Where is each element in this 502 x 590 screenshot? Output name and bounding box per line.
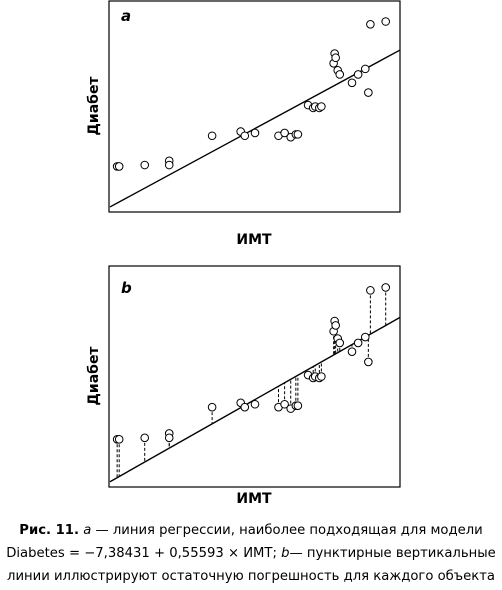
panel-label: a <box>121 7 131 25</box>
data-point <box>347 78 357 88</box>
plot-frame <box>108 0 401 213</box>
data-point <box>250 399 260 409</box>
data-point <box>360 332 370 342</box>
data-point <box>317 372 326 381</box>
data-point <box>353 338 363 348</box>
data-point <box>240 131 250 141</box>
data-point <box>347 347 357 356</box>
data-point <box>140 160 150 170</box>
data-point <box>114 162 124 171</box>
figure-caption: Рис. 11. a — линия регрессии, наиболее п… <box>0 519 502 588</box>
data-point <box>335 338 345 348</box>
data-point <box>164 433 174 443</box>
caption-text: линии иллюстрируют остаточную погрешност… <box>7 569 495 584</box>
data-point <box>364 357 373 367</box>
data-point <box>164 160 174 170</box>
regression-line-group <box>109 49 401 208</box>
regression-line <box>109 316 401 483</box>
data-point <box>331 321 340 330</box>
caption-line-3: линии иллюстрируют остаточную погрешност… <box>0 565 502 588</box>
data-point <box>293 401 303 410</box>
points-group <box>112 283 391 444</box>
data-point <box>335 70 345 79</box>
data-point <box>381 283 391 292</box>
data-point <box>366 286 375 295</box>
data-point <box>381 17 391 26</box>
caption-a-marker: a <box>83 523 92 538</box>
data-point <box>366 19 375 29</box>
data-point <box>207 131 217 141</box>
data-point <box>293 130 303 139</box>
caption-formula: Diabetes = −7,38431 + 0,55593 × ИМТ; <box>6 546 282 561</box>
x-axis-label: ИМТ <box>236 232 272 248</box>
caption-text: — пунктирные вертикальные <box>289 546 496 561</box>
figure-label: Рис. 11. <box>19 523 79 538</box>
caption-text: — линия регрессии, наиболее подходящая д… <box>91 523 483 538</box>
y-axis-label: Диабет <box>86 76 102 136</box>
regression-line <box>109 49 401 208</box>
chart-panel-a: a Диабет ИМТ <box>86 0 401 248</box>
regression-line-group <box>109 316 401 483</box>
data-point <box>207 402 217 412</box>
data-point <box>240 402 250 412</box>
data-point <box>331 53 340 63</box>
data-point <box>317 102 326 111</box>
plot-frame <box>108 265 401 488</box>
residuals-group <box>116 287 387 478</box>
data-point <box>250 128 260 138</box>
caption-line-2: Diabetes = −7,38431 + 0,55593 × ИМТ; b— … <box>0 542 502 565</box>
data-point <box>114 434 124 444</box>
chart-panel-b: b Диабет ИМТ <box>86 265 401 507</box>
data-point <box>364 88 373 97</box>
caption-b-marker: b <box>281 546 290 561</box>
points-group <box>112 17 391 171</box>
data-point <box>280 399 289 409</box>
panel-label: b <box>121 279 132 297</box>
data-point <box>140 433 150 443</box>
caption-line-1: Рис. 11. a — линия регрессии, наиболее п… <box>0 519 502 542</box>
data-point <box>360 64 370 74</box>
y-axis-label: Диабет <box>86 346 102 406</box>
x-axis-label: ИМТ <box>236 491 272 507</box>
data-point <box>353 70 363 79</box>
data-point <box>280 128 289 138</box>
